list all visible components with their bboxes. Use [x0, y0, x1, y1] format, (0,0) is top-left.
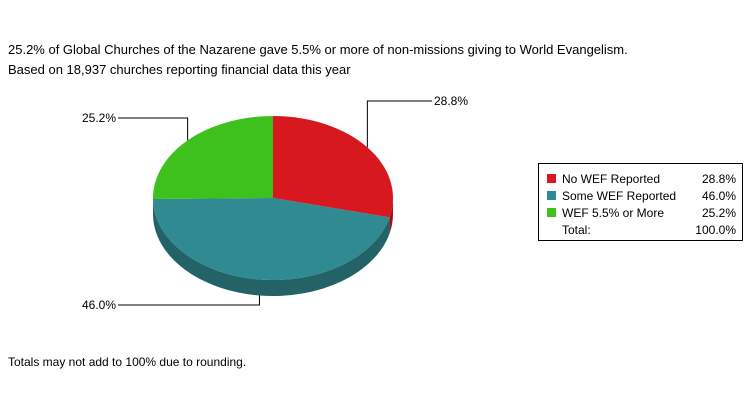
pie-slice-1 [153, 198, 390, 280]
legend-label: WEF 5.5% or More [562, 205, 665, 220]
data-label-1: 46.0% [82, 298, 116, 312]
leader-line-0 [366, 100, 432, 148]
pie-slice-2 [153, 116, 273, 200]
pie-side-0 [389, 198, 393, 234]
legend-item-no-wef: No WEF Reported 28.8% [547, 170, 736, 187]
title-line-1: 25.2% of Global Churches of the Nazarene… [8, 42, 628, 57]
legend-swatch-wef-5-5 [547, 208, 556, 217]
legend-total-value: 100.0% [695, 222, 736, 237]
legend-total-label: Total: [562, 222, 591, 237]
legend-label: No WEF Reported [562, 171, 661, 186]
footnote: Totals may not add to 100% due to roundi… [8, 355, 247, 369]
legend-total-row: Total: 100.0% [547, 221, 736, 238]
leader-line-2 [118, 117, 189, 141]
legend-swatch-some-wef [547, 191, 556, 200]
legend-item-wef-5-5: WEF 5.5% or More 25.2% [547, 204, 736, 221]
legend-label: Some WEF Reported [562, 188, 677, 203]
pie-slice-0 [273, 116, 393, 218]
legend-item-some-wef: Some WEF Reported 46.0% [547, 187, 736, 204]
chart-legend: No WEF Reported 28.8% Some WEF Reported … [538, 163, 743, 241]
data-label-2: 25.2% [82, 111, 116, 125]
legend-swatch-no-wef [547, 174, 556, 183]
data-label-0: 28.8% [434, 94, 468, 108]
title-line-2: Based on 18,937 churches reporting finan… [8, 62, 351, 77]
pie-side-1 [153, 199, 390, 297]
leader-line-1 [118, 295, 260, 306]
legend-value: 28.8% [701, 171, 736, 186]
legend-value: 46.0% [701, 188, 736, 203]
chart-title: 25.2% of Global Churches of the Nazarene… [8, 40, 628, 80]
legend-value: 25.2% [701, 205, 736, 220]
